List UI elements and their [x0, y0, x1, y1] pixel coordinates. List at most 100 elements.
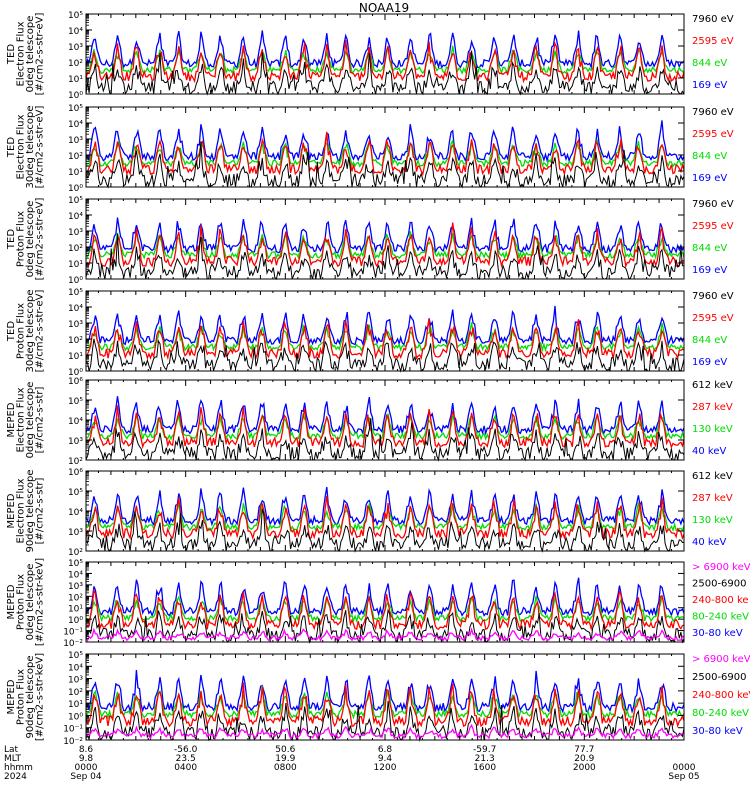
series-line-red-panel-4 — [85, 318, 685, 361]
series-line-green-panel-5 — [85, 413, 685, 442]
y-tick-label: 10² — [68, 152, 83, 162]
x-axis-row-value: 1600 — [473, 763, 496, 773]
y-tick-label: 10³ — [68, 676, 83, 686]
y-tick-label: 10² — [68, 336, 83, 346]
y-tick-label: 10⁰ — [68, 712, 83, 722]
y-axis-label: MEPED — [6, 402, 17, 437]
y-axis-label: Proton Flux — [16, 669, 27, 725]
y-axis-label: [#/cm2-s-str] — [35, 386, 46, 453]
series-line-green-panel-8 — [85, 685, 685, 720]
y-tick-label: 10⁵ — [68, 288, 83, 298]
y-tick-label: 10⁰ — [68, 184, 83, 194]
y-tick-label: 10⁵ — [68, 651, 83, 661]
y-axis-label: [#/cm2-s-str-keV] — [35, 653, 46, 741]
y-tick-label: 10³ — [68, 320, 83, 330]
legend-entry: 169 eV — [692, 265, 727, 276]
legend-entry: > 6900 keV — [692, 562, 750, 573]
x-axis-row-value: 20.9 — [574, 754, 594, 764]
y-axis-label: Proton Flux — [16, 574, 27, 630]
y-tick-label: 10⁰ — [68, 91, 83, 101]
y-tick-label: 10⁰ — [68, 368, 83, 378]
y-tick-label: 10⁵ — [68, 104, 83, 114]
y-tick-label: 10⁴ — [68, 212, 83, 222]
y-tick-label: 10⁴ — [68, 663, 83, 673]
y-tick-label: 10⁴ — [68, 304, 83, 314]
legend-entry: 2595 eV — [692, 36, 734, 47]
legend-entry: 40 keV — [692, 537, 726, 548]
series-line-red-panel-3 — [85, 222, 685, 269]
y-tick-label: 10² — [68, 548, 83, 558]
legend-entry: 130 keV — [692, 424, 733, 435]
y-tick-label: 10⁰ — [68, 276, 83, 286]
legend-entry: 2500-6900 — [692, 672, 747, 683]
y-axis-label: TED — [6, 229, 17, 250]
y-axis-label: MEPED — [6, 584, 17, 619]
y-axis-label: 90deg telescope — [25, 469, 36, 552]
legend-entry: 30-80 keV — [692, 726, 743, 737]
x-axis-row-value: 2000 — [573, 763, 596, 773]
y-tick-label: 10⁴ — [68, 120, 83, 130]
y-axis-label: Electron Flux — [16, 387, 27, 452]
y-axis-label: [#/cm2-s-str] — [35, 477, 46, 544]
legend-entry: 844 eV — [692, 58, 727, 69]
y-tick-label: 10⁶ — [68, 468, 83, 478]
y-tick-label: 10⁴ — [68, 570, 83, 580]
legend-entry: 287 keV — [692, 402, 733, 413]
y-tick-label: 10⁻¹ — [63, 725, 83, 735]
x-axis-row-label: hhmm — [4, 763, 33, 773]
y-tick-label: 10⁻² — [63, 639, 83, 649]
x-axis-row-value: Sep 04 — [70, 772, 102, 782]
x-axis-row-value: 1200 — [374, 763, 397, 773]
y-axis-label: 0deg telescope — [25, 564, 36, 641]
x-axis-row-value: 77.7 — [574, 745, 594, 755]
chart-title: NOAA19 — [359, 1, 409, 15]
y-tick-label: 10⁵ — [68, 488, 83, 498]
x-axis-row-value: 23.5 — [176, 754, 196, 764]
x-axis-row-value: 0400 — [174, 763, 197, 773]
y-tick-label: 10³ — [68, 228, 83, 238]
y-tick-label: 10² — [68, 457, 83, 467]
y-tick-label: 10⁴ — [68, 508, 83, 518]
y-tick-label: 10¹ — [68, 700, 83, 710]
legend-entry: 7960 eV — [692, 14, 734, 25]
y-axis-label: 0deg telescope — [25, 16, 36, 93]
y-tick-label: 10⁵ — [68, 397, 83, 407]
legend-entry: 612 keV — [692, 380, 733, 391]
y-tick-label: 10⁵ — [68, 559, 83, 569]
y-axis-label: Electron Flux — [16, 478, 27, 543]
y-tick-label: 10⁻¹ — [63, 628, 83, 638]
legend-entry: 240-800 keV — [692, 690, 750, 701]
y-axis-label: TED — [6, 321, 17, 342]
y-axis-label: TED — [6, 137, 17, 158]
series-line-red-panel-1 — [85, 39, 685, 84]
legend-entry: 844 eV — [692, 335, 727, 346]
x-axis-row-value: 0000 — [75, 763, 98, 773]
series-line-red-panel-8 — [85, 682, 685, 728]
y-tick-label: 10⁴ — [68, 417, 83, 427]
x-axis-row-value: 9.4 — [378, 754, 393, 764]
y-tick-label: 10² — [68, 59, 83, 69]
y-axis-label: Proton Flux — [16, 303, 27, 359]
y-tick-label: 10³ — [68, 43, 83, 53]
y-tick-label: 10³ — [68, 582, 83, 592]
y-tick-label: 10¹ — [68, 605, 83, 615]
legend-entry: 80-240 keV — [692, 708, 749, 719]
x-axis-row-label: Lat — [4, 745, 19, 755]
y-tick-label: 10¹ — [68, 168, 83, 178]
series-line-blue-panel-8 — [85, 669, 685, 714]
y-tick-label: 10⁴ — [68, 27, 83, 37]
y-axis-label: Electron Flux — [16, 21, 27, 86]
y-axis-label: [#/cm2-s-str-eV] — [35, 290, 46, 373]
y-tick-label: 10⁰ — [68, 616, 83, 626]
y-axis-label: 30deg telescope — [25, 289, 36, 372]
y-tick-label: 10¹ — [68, 352, 83, 362]
series-line-blue-panel-5 — [85, 396, 685, 436]
legend-entry: 30-80 keV — [692, 628, 743, 639]
x-axis-row-value: 0800 — [274, 763, 297, 773]
y-tick-label: 10⁻² — [63, 737, 83, 747]
y-tick-label: 10⁵ — [68, 11, 83, 21]
y-axis-label: [#/cm2-s-str-eV] — [35, 13, 46, 96]
legend-entry: 130 keV — [692, 515, 733, 526]
y-tick-label: 10³ — [68, 528, 83, 538]
